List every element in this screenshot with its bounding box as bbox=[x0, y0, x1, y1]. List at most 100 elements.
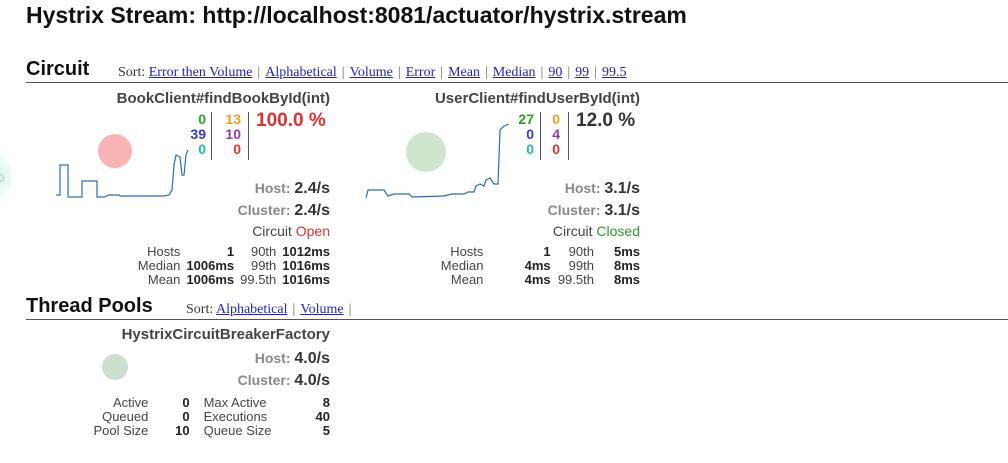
circuit-status-value: Closed bbox=[596, 223, 640, 239]
p90-label: 90th bbox=[250, 244, 277, 259]
rejected-count: 10 bbox=[225, 126, 241, 142]
host-rate-value: 2.4/s bbox=[294, 180, 330, 197]
sort-99-5-link[interactable]: 99.5 bbox=[601, 65, 627, 80]
counter-divider bbox=[540, 112, 541, 160]
timeout-count: 13 bbox=[225, 111, 241, 127]
circuit-name: BookClient#findBookById(int) bbox=[116, 90, 330, 107]
executions-label: Executions bbox=[203, 409, 268, 424]
cluster-rate-row: Cluster: 4.0/s bbox=[238, 372, 330, 390]
active-label: Active bbox=[112, 395, 149, 410]
counter-column-left: 0 39 0 bbox=[178, 112, 206, 157]
cluster-rate-value: 4.0/s bbox=[294, 372, 330, 389]
mean-label: Mean bbox=[147, 272, 181, 287]
circuit-monitor: UserClient#findUserById(int) 27 0 0 0 4 … bbox=[360, 90, 640, 286]
sort-error-link[interactable]: Error bbox=[405, 65, 436, 80]
active-value: 0 bbox=[182, 395, 190, 410]
median-value: 1006ms bbox=[186, 258, 235, 273]
p995-label: 99.5th bbox=[240, 272, 277, 287]
counter-divider bbox=[211, 112, 212, 160]
circuit-status-row: Circuit Open bbox=[252, 223, 330, 239]
host-rate-label: Host: bbox=[254, 350, 291, 366]
cluster-rate-row: Cluster: 2.4/s bbox=[238, 202, 330, 220]
counter-divider bbox=[248, 112, 249, 160]
cluster-rate-row: Cluster: 3.1/s bbox=[548, 202, 640, 220]
counter-divider bbox=[568, 112, 569, 160]
error-rate: 100.0 % bbox=[256, 110, 326, 131]
p90-value: 1012ms bbox=[282, 244, 330, 259]
success-count: 27 bbox=[518, 111, 534, 127]
sort-volume-link[interactable]: Volume bbox=[300, 302, 344, 317]
cluster-rate-label: Cluster: bbox=[237, 202, 291, 218]
bad-request-count: 0 bbox=[198, 141, 206, 157]
host-rate-value: 3.1/s bbox=[604, 180, 640, 197]
traffic-sparkline bbox=[365, 123, 510, 199]
counter-column-right: 0 4 0 bbox=[544, 112, 560, 157]
sort-label: Sort: bbox=[118, 65, 146, 80]
latency-stats-table: Hosts 1 90th 5ms Median 4ms 99th 8ms Mea… bbox=[435, 244, 640, 287]
mean-value: 4ms bbox=[524, 272, 551, 287]
max-active-label: Max Active bbox=[203, 395, 267, 410]
cluster-rate-value: 2.4/s bbox=[294, 202, 330, 219]
threadpool-section-header: Thread Pools Sort: Alphabetical | Volume | bbox=[26, 295, 1008, 320]
sort-median-link[interactable]: Median bbox=[492, 65, 536, 80]
success-count: 0 bbox=[198, 111, 206, 127]
threadpool-stats-table: Active 0 Max Active 8 Queued 0 Execution… bbox=[87, 396, 330, 438]
sort-mean-link[interactable]: Mean bbox=[448, 65, 480, 80]
sort-alphabetical-link[interactable]: Alphabetical bbox=[215, 302, 288, 317]
p99-value: 8ms bbox=[613, 258, 640, 273]
circuit-status-value: Open bbox=[295, 223, 330, 239]
failure-count: 0 bbox=[552, 141, 560, 157]
error-rate: 12.0 % bbox=[576, 110, 636, 131]
counter-column-left: 27 0 0 bbox=[504, 112, 534, 157]
cluster-rate-label: Cluster: bbox=[237, 372, 291, 388]
hosts-label: Hosts bbox=[450, 244, 484, 259]
circuit-name: UserClient#findUserById(int) bbox=[434, 90, 640, 107]
hosts-value: 1 bbox=[543, 244, 551, 259]
sort-90-link[interactable]: 90 bbox=[548, 65, 563, 80]
traffic-sparkline bbox=[56, 149, 189, 198]
counter-column-right: 13 10 0 bbox=[215, 112, 241, 157]
p99-label: 99th bbox=[568, 258, 594, 273]
short-circuited-count: 0 bbox=[526, 126, 534, 142]
threadpool-name: HystrixCircuitBreakerFactory bbox=[121, 326, 330, 343]
p90-label: 90th bbox=[568, 244, 594, 259]
timeout-count: 0 bbox=[552, 111, 560, 127]
executions-value: 40 bbox=[315, 409, 330, 424]
cluster-rate-label: Cluster: bbox=[547, 202, 601, 218]
mean-label: Mean bbox=[450, 272, 484, 287]
sort-error-then-volume-link[interactable]: Error then Volume bbox=[148, 65, 253, 80]
p995-value: 1016ms bbox=[282, 272, 330, 287]
circuit-section-title: Circuit bbox=[26, 58, 90, 80]
circuit-status-label: Circuit bbox=[252, 223, 292, 239]
queue-size-label: Queue Size bbox=[203, 423, 272, 438]
sort-alphabetical-link[interactable]: Alphabetical bbox=[265, 65, 337, 80]
sort-volume-link[interactable]: Volume bbox=[349, 65, 393, 80]
circuit-monitor: BookClient#findBookById(int) 0 39 0 13 1… bbox=[50, 90, 330, 286]
pool-size-value: 10 bbox=[175, 423, 190, 438]
threadpool-monitor: HystrixCircuitBreakerFactory Host: 4.0/s… bbox=[50, 326, 330, 446]
mean-value: 1006ms bbox=[186, 272, 235, 287]
pool-size-label: Pool Size bbox=[93, 423, 149, 438]
sort-label: Sort: bbox=[186, 302, 214, 317]
threadpool-section-title: Thread Pools bbox=[26, 295, 153, 317]
sort-99-link[interactable]: 99 bbox=[575, 65, 590, 80]
queued-value: 0 bbox=[182, 409, 190, 424]
p99-label: 99th bbox=[250, 258, 277, 273]
p995-label: 99.5th bbox=[557, 272, 594, 287]
side-panel-handle[interactable] bbox=[0, 150, 12, 202]
host-rate-row: Host: 2.4/s bbox=[255, 180, 330, 198]
page-title: Hystrix Stream: http://localhost:8081/ac… bbox=[26, 2, 687, 28]
cluster-rate-value: 3.1/s bbox=[604, 202, 640, 219]
circuit-status-label: Circuit bbox=[552, 223, 593, 239]
threadpool-sort-bar: Sort: Alphabetical | Volume | bbox=[186, 302, 352, 317]
hosts-value: 1 bbox=[226, 244, 235, 259]
handle-dot bbox=[0, 174, 4, 182]
circuit-status-row: Circuit Closed bbox=[553, 223, 640, 239]
host-rate-row: Host: 4.0/s bbox=[255, 350, 330, 368]
queue-size-value: 5 bbox=[322, 423, 330, 438]
p995-value: 8ms bbox=[613, 272, 640, 287]
host-rate-row: Host: 3.1/s bbox=[565, 180, 640, 198]
host-rate-label: Host: bbox=[254, 180, 291, 196]
host-rate-value: 4.0/s bbox=[294, 350, 330, 367]
health-circle bbox=[102, 354, 128, 380]
